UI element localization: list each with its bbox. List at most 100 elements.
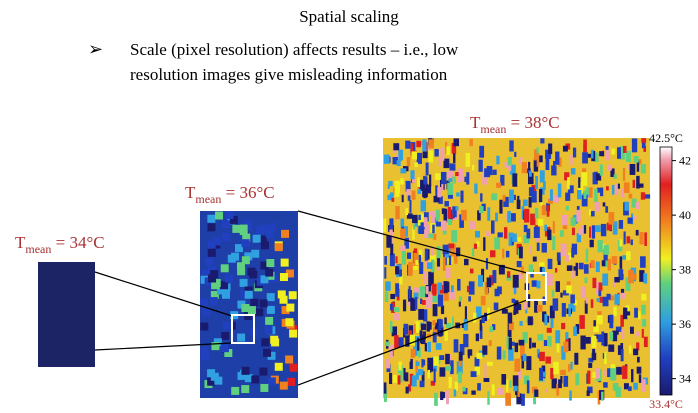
texture: [454, 381, 458, 391]
texture: [479, 205, 484, 214]
texture: [588, 357, 594, 363]
texture: [263, 348, 272, 357]
texture: [388, 344, 393, 358]
texture: [539, 262, 545, 267]
texture: [610, 168, 615, 177]
texture: [607, 368, 611, 378]
texture: [482, 345, 488, 355]
texture: [612, 382, 619, 391]
texture: [506, 379, 509, 392]
texture: [548, 143, 553, 155]
texture: [620, 342, 624, 353]
texture: [536, 147, 539, 159]
texture: [418, 254, 422, 263]
texture: [412, 175, 416, 183]
texture: [209, 297, 218, 306]
texture: [387, 184, 390, 189]
texture: [432, 304, 438, 317]
texture: [538, 189, 543, 203]
texture: [423, 217, 428, 228]
texture: [528, 264, 534, 274]
texture: [501, 308, 508, 314]
texture: [634, 307, 638, 318]
colorbar-tick-label: 36: [679, 317, 691, 331]
texture: [220, 264, 229, 273]
texture: [533, 226, 540, 238]
texture: [608, 295, 615, 301]
texture: [439, 355, 445, 361]
texture: [565, 332, 569, 340]
texture: [468, 281, 475, 295]
texture: [261, 338, 270, 347]
texture: [285, 318, 294, 327]
texture: [598, 282, 603, 291]
texture: [227, 254, 236, 263]
texture: [583, 225, 587, 234]
texture: [395, 283, 400, 297]
texture: [265, 229, 274, 238]
texture: [405, 386, 409, 394]
texture: [603, 382, 608, 388]
texture: [611, 256, 618, 264]
texture: [433, 356, 439, 366]
texture: [611, 184, 615, 195]
zoom-line: [94, 271, 233, 317]
texture: [484, 168, 491, 178]
texture: [579, 315, 585, 329]
texture: [555, 151, 560, 165]
texture: [613, 306, 617, 317]
texture: [494, 237, 501, 250]
texture: [547, 258, 553, 270]
texture: [638, 310, 641, 320]
texture: [394, 335, 399, 349]
texture: [236, 262, 245, 271]
texture: [546, 205, 550, 217]
texture: [394, 191, 400, 198]
texture: [207, 248, 216, 257]
texture: [459, 214, 464, 228]
texture: [279, 273, 288, 282]
texture: [562, 290, 569, 296]
texture: [391, 302, 395, 313]
texture: [266, 305, 275, 314]
texture: [416, 337, 420, 351]
thermal-image-low: [38, 262, 95, 367]
texture: [281, 229, 290, 238]
texture: [565, 192, 571, 201]
texture: [445, 365, 451, 371]
texture: [419, 262, 424, 274]
texture: [622, 255, 627, 260]
texture: [641, 379, 646, 392]
texture: [578, 262, 584, 270]
texture: [572, 147, 577, 158]
texture: [436, 221, 441, 227]
texture: [537, 218, 544, 226]
texture: [413, 252, 419, 266]
bullet-arrow: ➢: [88, 39, 103, 59]
texture: [221, 290, 230, 299]
texture: [547, 229, 552, 241]
subscript: mean: [25, 242, 51, 256]
colorbar-max: 42.5°C: [649, 131, 683, 145]
texture: [406, 157, 411, 167]
texture: [643, 273, 648, 284]
texture: [411, 151, 418, 160]
texture: [399, 275, 403, 285]
colorbar-min: 33.4°C: [649, 397, 683, 411]
texture: [403, 367, 406, 381]
texture: [207, 214, 216, 223]
texture: [609, 314, 614, 329]
texture: [590, 260, 595, 268]
texture: [440, 305, 445, 315]
texture: [436, 246, 440, 260]
texture: [502, 350, 506, 360]
texture: [440, 391, 444, 401]
texture: [401, 194, 404, 203]
texture: [589, 239, 594, 248]
texture: [260, 383, 269, 392]
texture: [602, 273, 609, 286]
texture: [587, 386, 593, 394]
texture: [522, 331, 528, 344]
texture: [483, 377, 490, 382]
